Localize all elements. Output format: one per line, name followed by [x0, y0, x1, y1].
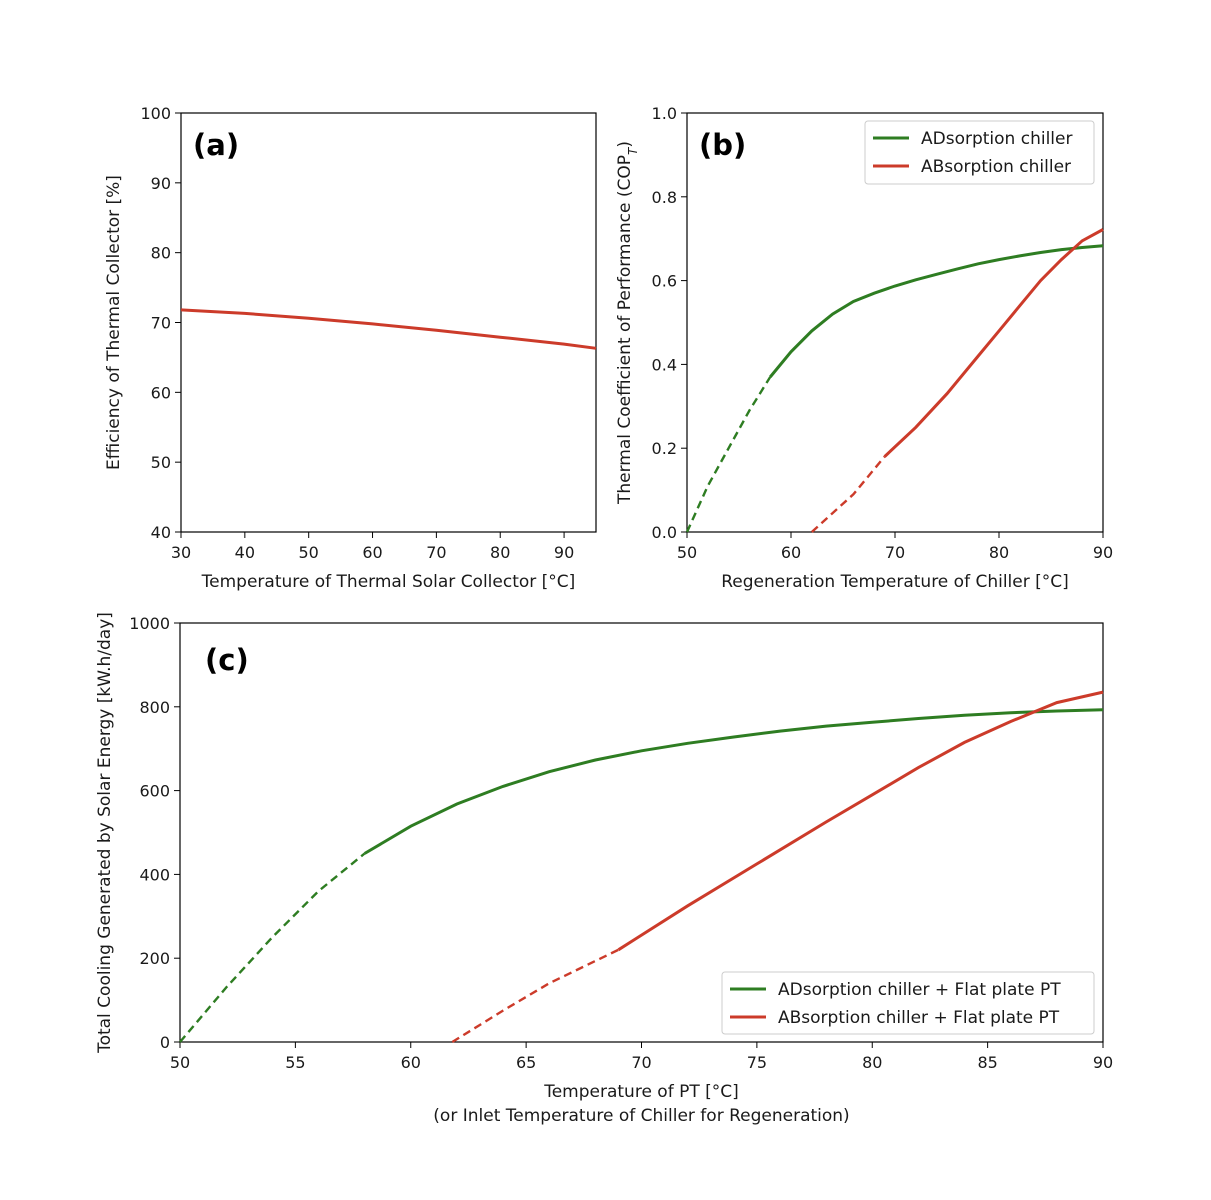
- y-axis-label: Thermal Coefficient of Performance (COPT…: [615, 141, 640, 505]
- panel-label: (c): [205, 643, 249, 677]
- series-1-line: [617, 690, 1104, 952]
- x-tick-label: 70: [885, 543, 905, 562]
- x-tick-label: 50: [170, 1053, 190, 1072]
- y-tick-label: 0.6: [652, 272, 677, 291]
- y-axis-label: Total Cooling Generated by Solar Energy …: [95, 612, 115, 1054]
- x-tick-label: 60: [401, 1053, 421, 1072]
- legend-entry: ABsorption chiller + Flat plate PT: [778, 1008, 1060, 1028]
- x-tick-label: 50: [677, 543, 697, 562]
- legend: ADsorption chiller ABsorption chiller: [864, 120, 1095, 185]
- y-tick-label: 70: [151, 314, 171, 333]
- y-tick-label: 60: [151, 383, 171, 402]
- legend-entry: ADsorption chiller + Flat plate PT: [778, 980, 1061, 1000]
- y-tick-label: 40: [151, 523, 171, 542]
- series-0-line: [180, 308, 597, 350]
- y-tick-label: 0.0: [652, 523, 677, 542]
- y-tick-label: 100: [140, 104, 171, 123]
- x-tick-label: 60: [362, 543, 382, 562]
- x-tick-label: 30: [171, 543, 191, 562]
- y-tick-label: 600: [139, 782, 170, 801]
- x-tick-label: 75: [747, 1053, 767, 1072]
- y-tick-label: 0: [160, 1033, 170, 1052]
- x-axis-label: Temperature of PT [°C]: [543, 1082, 739, 1102]
- panel-label: (b): [699, 128, 746, 162]
- x-tick-label: 55: [285, 1053, 305, 1072]
- series-1-dashed-line: [810, 455, 886, 533]
- y-tick-label: 80: [151, 244, 171, 263]
- y-tick-label: 50: [151, 453, 171, 472]
- series-1-line: [883, 228, 1104, 458]
- x-tick-label: 60: [781, 543, 801, 562]
- legend-box: [721, 971, 1095, 1035]
- x-tick-label: 40: [235, 543, 255, 562]
- x-axis-label: Temperature of Thermal Solar Collector […: [201, 572, 576, 592]
- y-tick-label: 90: [151, 174, 171, 193]
- x-axis-label: Regeneration Temperature of Chiller [°C]: [721, 572, 1069, 592]
- chart-panel-1: 50 60 70 80 90 0.0 0.2 0.4 0.6 0.8 1.0 Regeneration…: [615, 104, 1113, 592]
- legend-entry: ABsorption chiller: [921, 157, 1071, 177]
- series-0-dashed-line: [685, 376, 772, 533]
- chart-panel-2: 50 55 60 65 70 75 80 85 90 0 200 400 600 800 1000 Tempe…: [95, 612, 1113, 1126]
- x-tick-label: 70: [631, 1053, 651, 1072]
- x-tick-label: 80: [490, 543, 510, 562]
- series-0-line: [769, 244, 1104, 378]
- panel-label: (a): [193, 128, 239, 162]
- x-tick-label: 90: [554, 543, 574, 562]
- y-tick-label: 0.8: [652, 188, 677, 207]
- x-tick-label: 90: [1093, 543, 1113, 562]
- x-tick-label: 50: [299, 543, 319, 562]
- x-tick-label: 80: [862, 1053, 882, 1072]
- x-tick-label: 80: [989, 543, 1009, 562]
- chart-panel-0: 30 40 50 60 70 80 90405060708090100Temperature…: [104, 104, 597, 592]
- y-axis-label: Efficiency of Thermal Collector [%]: [104, 175, 124, 470]
- x-axis-label-2: (or Inlet Temperature of Chiller for Reg…: [433, 1106, 849, 1126]
- x-tick-label: 85: [977, 1053, 997, 1072]
- x-tick-label: 90: [1093, 1053, 1113, 1072]
- y-tick-label: 1000: [129, 614, 170, 633]
- legend-box: [864, 120, 1095, 185]
- x-tick-label: 70: [426, 543, 446, 562]
- y-tick-label: 800: [139, 698, 170, 717]
- series-0-dashed-line: [179, 852, 366, 1043]
- y-tick-label: 200: [139, 949, 170, 968]
- y-tick-label: 1.0: [652, 104, 677, 123]
- y-tick-label: 0.2: [652, 439, 677, 458]
- series-1-dashed-line: [451, 948, 619, 1044]
- legend-entry: ADsorption chiller: [921, 129, 1072, 149]
- x-tick-label: 65: [516, 1053, 536, 1072]
- series-0-line: [363, 708, 1104, 855]
- y-tick-label: 0.4: [652, 355, 677, 374]
- legend: ADsorption chiller + Flat plate PT ABsorp…: [721, 971, 1095, 1035]
- y-tick-label: 400: [139, 865, 170, 884]
